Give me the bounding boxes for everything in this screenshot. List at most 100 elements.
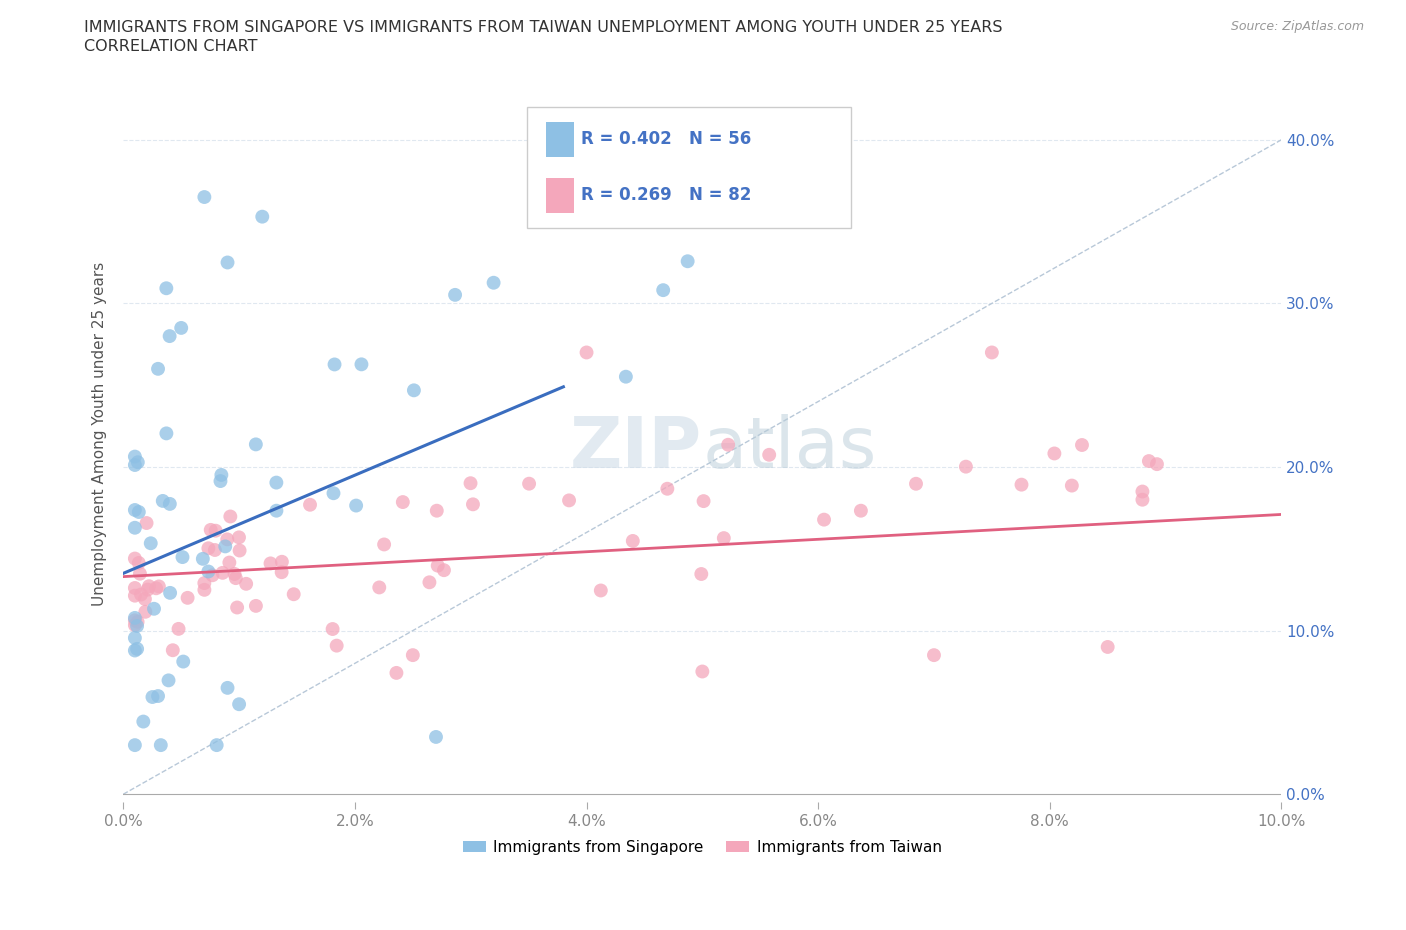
Point <box>172 550 194 565</box>
Point <box>433 563 456 578</box>
Point <box>350 357 373 372</box>
Point <box>426 558 449 573</box>
Point <box>193 582 215 597</box>
Point <box>259 556 281 571</box>
Point <box>228 697 250 711</box>
Point <box>614 369 637 384</box>
Point <box>1097 640 1119 655</box>
Text: Source: ZipAtlas.com: Source: ZipAtlas.com <box>1230 20 1364 33</box>
Point <box>1071 437 1094 452</box>
Point <box>127 642 149 657</box>
Point <box>322 485 344 500</box>
Point <box>124 520 146 535</box>
Point <box>193 576 215 591</box>
Point <box>575 345 598 360</box>
Point <box>146 688 169 703</box>
Point <box>209 468 232 483</box>
Point <box>980 345 1002 360</box>
Point <box>217 255 239 270</box>
Point <box>134 591 156 606</box>
Point <box>482 275 505 290</box>
Point <box>159 328 181 343</box>
Point <box>204 524 226 538</box>
Point <box>235 577 257 591</box>
Point <box>200 523 222 538</box>
Text: IMMIGRANTS FROM SINGAPORE VS IMMIGRANTS FROM TAIWAN UNEMPLOYMENT AMONG YOUTH UND: IMMIGRANTS FROM SINGAPORE VS IMMIGRANTS … <box>84 20 1002 35</box>
Point <box>143 602 166 617</box>
Point <box>128 505 150 520</box>
Point <box>717 437 740 452</box>
Point <box>461 497 484 512</box>
Point <box>373 537 395 551</box>
Point <box>149 737 172 752</box>
Point <box>224 566 246 581</box>
Point <box>148 579 170 594</box>
Point <box>124 618 146 632</box>
Point <box>219 509 242 524</box>
Point <box>209 473 232 488</box>
Point <box>225 571 247 586</box>
Point <box>176 591 198 605</box>
Point <box>444 287 467 302</box>
Point <box>283 587 305 602</box>
Point <box>955 459 977 474</box>
Point <box>391 495 413 510</box>
Point <box>162 643 184 658</box>
Point <box>124 737 146 752</box>
Point <box>197 565 219 579</box>
Point <box>692 664 714 679</box>
Point <box>129 566 152 581</box>
Point <box>425 729 447 744</box>
Point <box>136 582 159 597</box>
Point <box>922 647 945 662</box>
Point <box>1011 477 1033 492</box>
Point <box>690 566 713 581</box>
Point <box>134 604 156 619</box>
Point <box>1146 457 1168 472</box>
Point <box>245 437 267 452</box>
Point <box>191 551 214 566</box>
Point <box>217 532 239 547</box>
Point <box>193 190 215 205</box>
Point <box>849 503 872 518</box>
Point <box>204 542 226 557</box>
Point <box>124 580 146 595</box>
Point <box>172 654 194 669</box>
Point <box>124 458 146 472</box>
Point <box>129 587 152 602</box>
Point <box>1132 492 1154 507</box>
Point <box>132 714 155 729</box>
Point <box>124 610 146 625</box>
Point <box>124 613 146 628</box>
Point <box>323 357 346 372</box>
Point <box>402 383 425 398</box>
Point <box>201 568 224 583</box>
Point <box>402 647 425 662</box>
Point <box>245 598 267 613</box>
Point <box>1137 454 1160 469</box>
Point <box>218 555 240 570</box>
Point <box>139 536 162 551</box>
Point <box>252 209 274 224</box>
Point <box>344 498 367 513</box>
Y-axis label: Unemployment Among Youth under 25 years: Unemployment Among Youth under 25 years <box>93 262 107 606</box>
Point <box>145 581 167 596</box>
Point <box>141 689 163 704</box>
Point <box>135 515 157 530</box>
Point <box>228 530 250 545</box>
Point <box>205 737 228 752</box>
Point <box>159 497 181 512</box>
Point <box>621 534 644 549</box>
Point <box>266 475 288 490</box>
Point <box>124 502 146 517</box>
Point <box>652 283 675 298</box>
Point <box>616 179 638 193</box>
Point <box>517 476 540 491</box>
Point <box>426 503 449 518</box>
Point <box>270 565 292 579</box>
Point <box>167 621 190 636</box>
Point <box>662 198 685 213</box>
Point <box>676 254 699 269</box>
Text: ZIP: ZIP <box>569 415 703 484</box>
Point <box>155 426 177 441</box>
